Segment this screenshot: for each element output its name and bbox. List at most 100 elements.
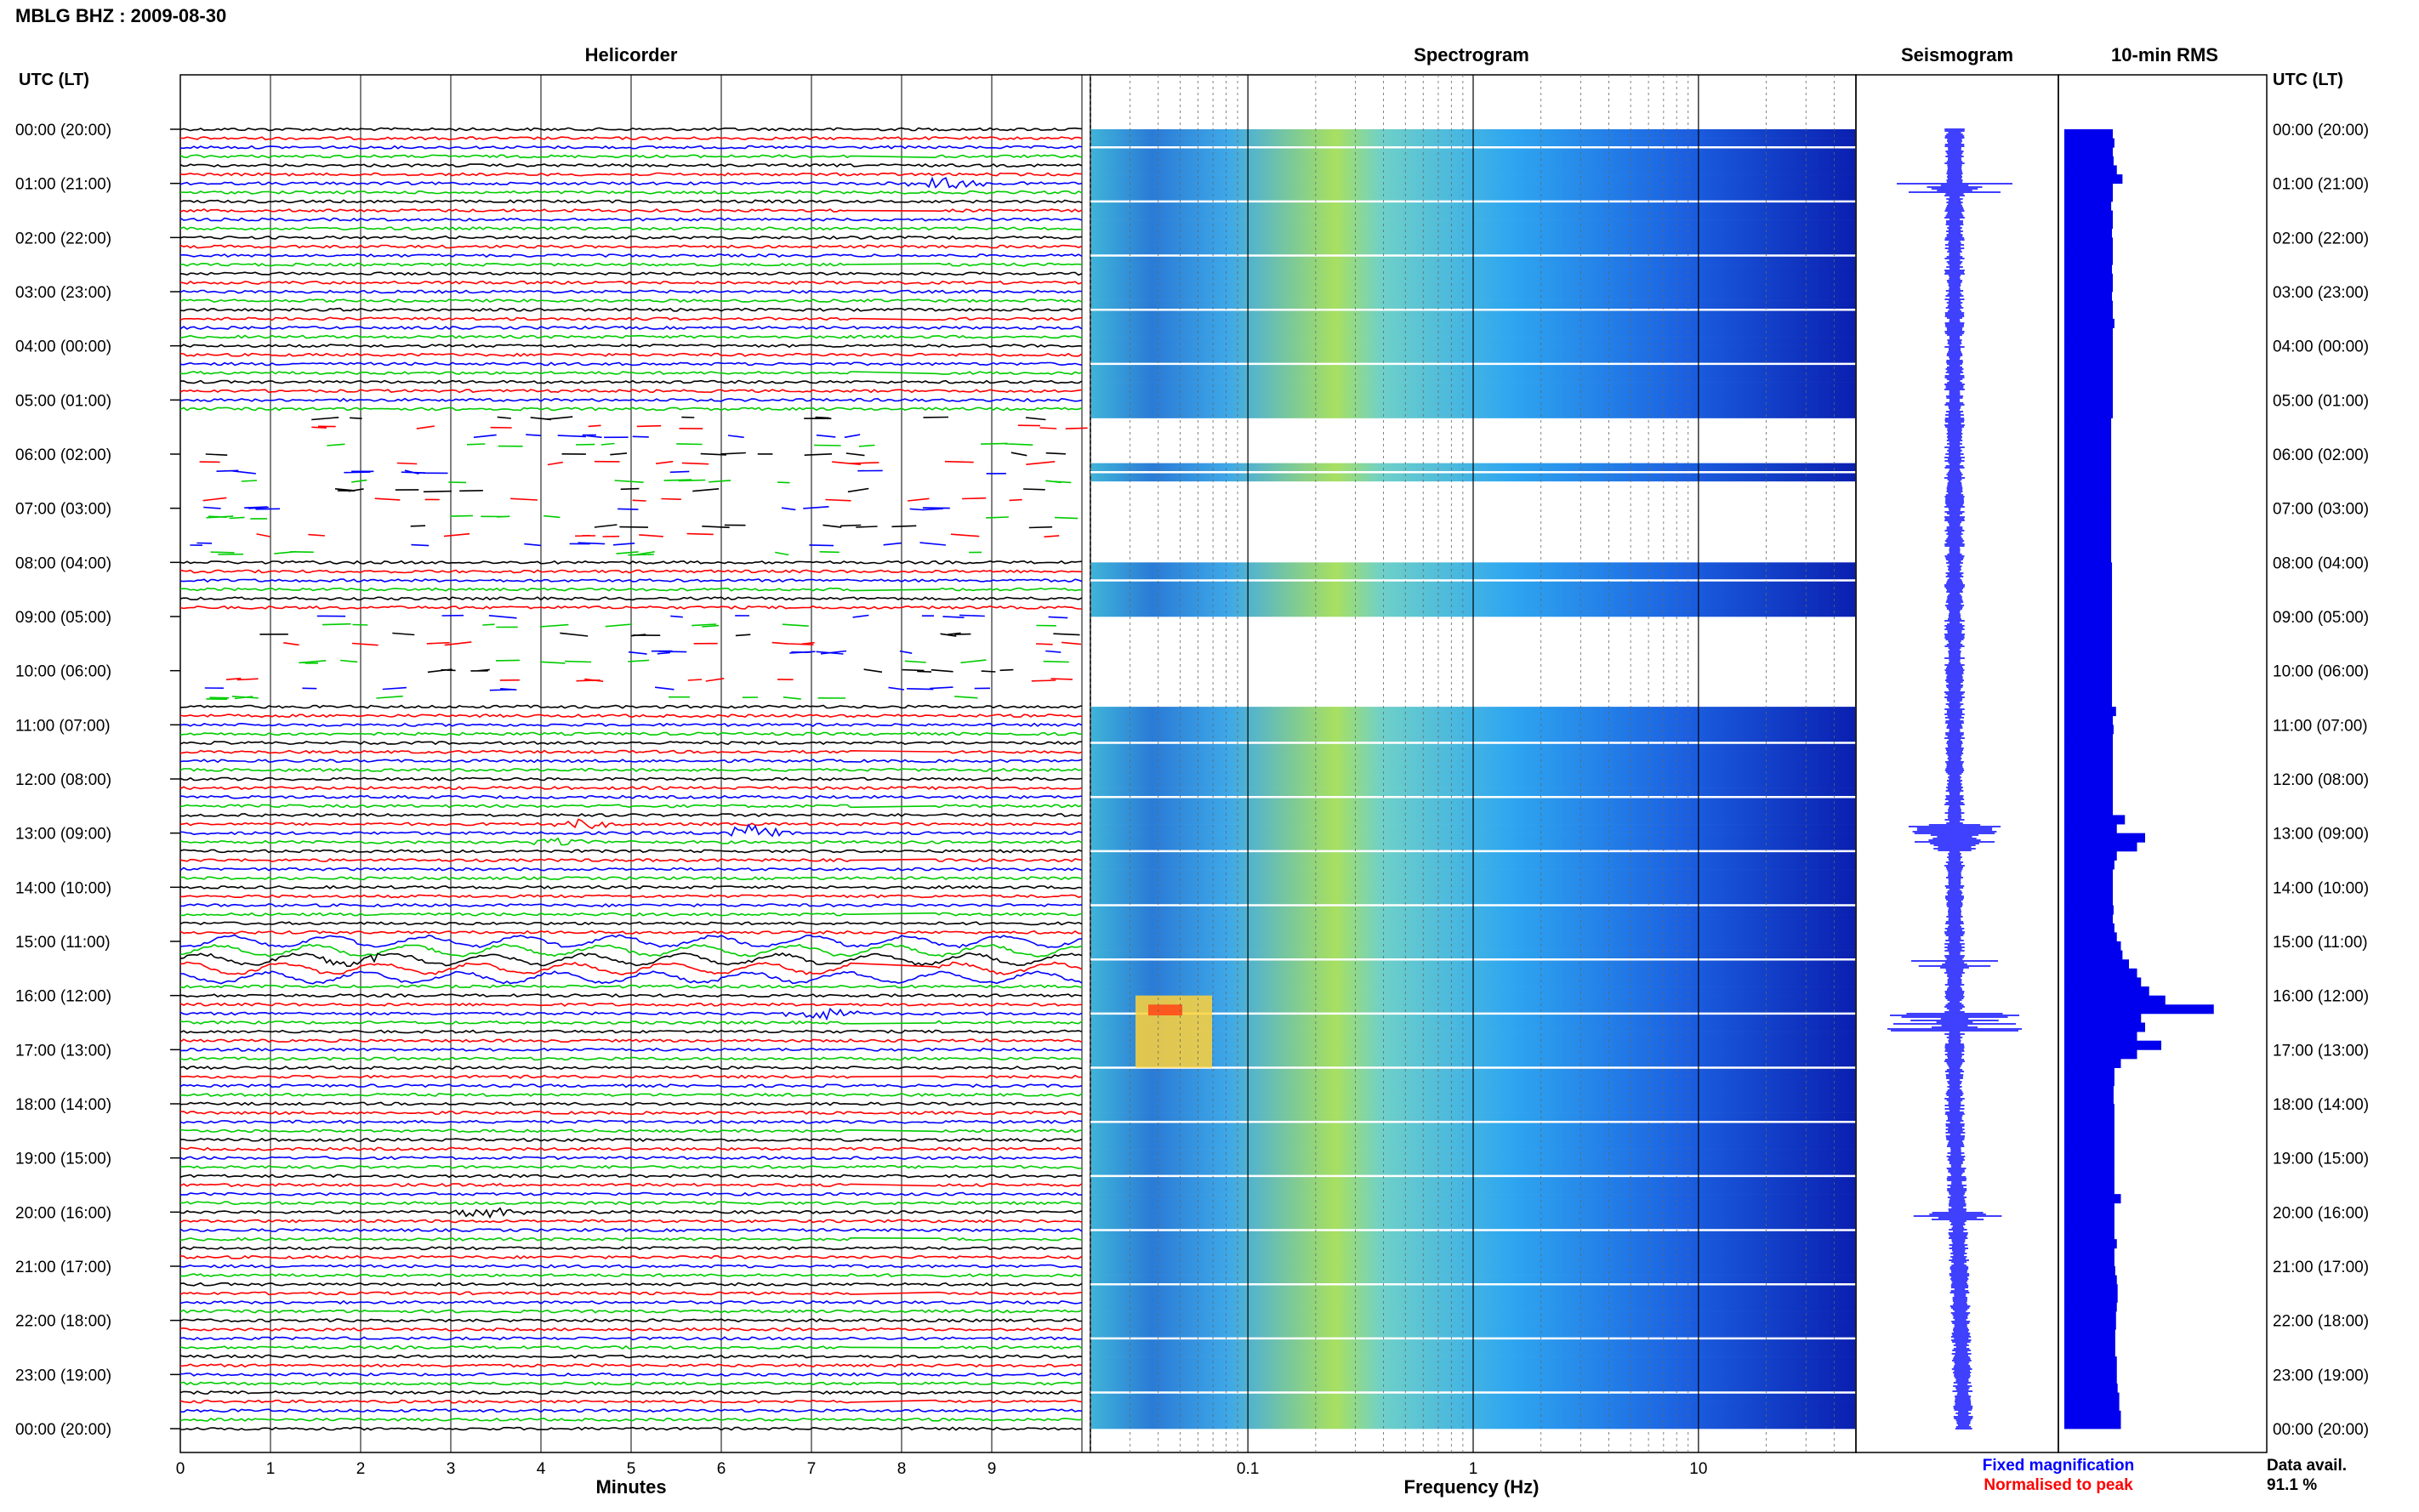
- rms-bar: [2064, 1248, 2114, 1258]
- hour-label-right: 23:00 (19:00): [2273, 1367, 2369, 1384]
- hour-label-left: 08:00 (04:00): [15, 554, 111, 572]
- helicorder-trace: [179, 1219, 1083, 1224]
- rms-bar: [2064, 725, 2114, 735]
- rms-bar: [2064, 670, 2113, 680]
- helicorder-trace: [179, 823, 1083, 838]
- hour-label-right: 04:00 (00:00): [2273, 338, 2369, 356]
- helicorder-trace: [179, 1047, 1083, 1052]
- hour-label-right: 01:00 (21:00): [2273, 176, 2369, 194]
- helicorder-trace: [179, 389, 1083, 394]
- figure-title: MBLG BHZ : 2009-08-30: [15, 5, 226, 26]
- rms-bar: [2064, 977, 2142, 987]
- rms-bar: [2064, 571, 2113, 581]
- helicorder-trace: [179, 1182, 1083, 1188]
- rms-bar: [2064, 472, 2112, 482]
- rms-bar: [2064, 1049, 2137, 1060]
- helicorder-trace: [179, 1101, 1083, 1106]
- rms-bar: [2064, 463, 2112, 473]
- rms-bar: [2064, 787, 2113, 798]
- helicorder-trace: [179, 934, 1083, 949]
- hour-label-right: 15:00 (11:00): [2273, 934, 2368, 952]
- helicorder-trace: [179, 176, 1083, 190]
- helicorder-trace: [179, 722, 1083, 727]
- rms-bar: [2064, 544, 2112, 554]
- helicorder-trace: [202, 497, 1022, 502]
- rms-panel: [2058, 74, 2268, 1453]
- rms-bar: [2064, 418, 2112, 428]
- rms-bar: [2064, 264, 2113, 275]
- rms-bar: [2064, 1401, 2120, 1412]
- rms-bar: [2064, 165, 2117, 175]
- hour-label-left: 16:00 (12:00): [15, 988, 111, 1006]
- hour-label-left: 22:00 (18:00): [15, 1313, 111, 1331]
- rms-bar: [2064, 337, 2113, 347]
- rms-bar: [2064, 526, 2112, 536]
- helicorder-trace: [179, 190, 1083, 195]
- rms-bar: [2064, 914, 2113, 924]
- hour-label-right: 18:00 (14:00): [2273, 1096, 2369, 1114]
- helicorder-trace: [179, 837, 1083, 846]
- rms-bar: [2064, 372, 2113, 383]
- rms-bar: [2064, 1220, 2114, 1231]
- helicorder-trace: [179, 1007, 1083, 1021]
- rms-bar: [2064, 147, 2113, 157]
- rms-bar: [2064, 1122, 2114, 1132]
- helicorder-trace: [327, 442, 1033, 447]
- rms-bar: [2064, 986, 2149, 997]
- rms-bar: [2064, 219, 2113, 230]
- rms-frame: [2058, 74, 2268, 1453]
- helicorder-trace: [410, 524, 1053, 529]
- rms-bar: [2064, 454, 2112, 464]
- rms-bar: [2064, 1284, 2118, 1294]
- rms-bar: [2064, 300, 2113, 310]
- helicorder-trace: [179, 1417, 1083, 1422]
- legend-normalised: Normalised to peak: [1984, 1476, 2133, 1494]
- hour-label-left: 04:00 (00:00): [15, 338, 111, 356]
- helicorder-trace: [179, 1381, 1083, 1386]
- helicorder-trace: [179, 776, 1083, 782]
- rms-bar: [2064, 1175, 2114, 1185]
- rms-bar: [2064, 1202, 2114, 1213]
- rms-bar: [2064, 1194, 2121, 1204]
- rms-bar: [2064, 869, 2113, 879]
- helicorder-trace: [179, 767, 1083, 772]
- rms-bar: [2064, 1077, 2114, 1087]
- rms-bar: [2064, 327, 2113, 338]
- helicorder-trace: [179, 912, 1083, 917]
- hour-label-right: 11:00 (07:00): [2273, 717, 2368, 735]
- left-axis-title: UTC (LT): [19, 71, 89, 89]
- rms-bar: [2064, 255, 2113, 265]
- helicorder-trace: [179, 1201, 1083, 1206]
- helicorder-trace: [179, 903, 1083, 908]
- helicorder-trace: [179, 289, 1083, 294]
- helicorder-trace: [179, 876, 1083, 881]
- helicorder-trace: [206, 514, 1079, 520]
- rms-bar: [2064, 345, 2113, 355]
- rms-bar: [2064, 1419, 2121, 1430]
- helicorder-trace: [179, 334, 1083, 339]
- helicorder-trace: [179, 307, 1083, 312]
- rms-bar: [2064, 679, 2113, 690]
- rms-bar: [2064, 129, 2113, 139]
- helicorder-trace: [179, 217, 1083, 222]
- rms-bar: [2064, 1140, 2114, 1150]
- helicorder-trace: [179, 786, 1083, 791]
- helicorder-trace: [179, 560, 1083, 565]
- hour-label-right: 21:00 (17:00): [2273, 1259, 2369, 1276]
- right-axis-title: UTC (LT): [2273, 71, 2343, 89]
- rms-bar: [2064, 1004, 2214, 1015]
- helicorder-trace: [179, 1020, 1083, 1026]
- rms-bar: [2064, 1266, 2115, 1276]
- hour-label-right: 08:00 (04:00): [2273, 554, 2369, 572]
- helicorder-trace: [190, 542, 946, 547]
- helicorder-trace: [179, 1299, 1083, 1305]
- hour-label-left: 15:00 (11:00): [15, 934, 111, 952]
- helicorder-trace: [179, 993, 1083, 998]
- rms-bar: [2064, 779, 2113, 789]
- rms-bar: [2064, 1311, 2116, 1322]
- rms-bar: [2064, 959, 2129, 969]
- helicorder-trace: [203, 506, 950, 511]
- helicorder-trace: [179, 1336, 1083, 1341]
- helicorder-trace: [179, 1111, 1083, 1116]
- helicorder-trace: [179, 1156, 1083, 1161]
